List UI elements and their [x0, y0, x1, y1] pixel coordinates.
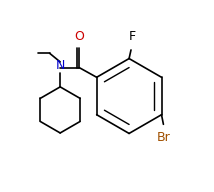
Text: O: O: [74, 30, 84, 43]
Text: Br: Br: [157, 131, 170, 144]
Text: N: N: [55, 59, 65, 72]
Text: F: F: [128, 30, 135, 43]
